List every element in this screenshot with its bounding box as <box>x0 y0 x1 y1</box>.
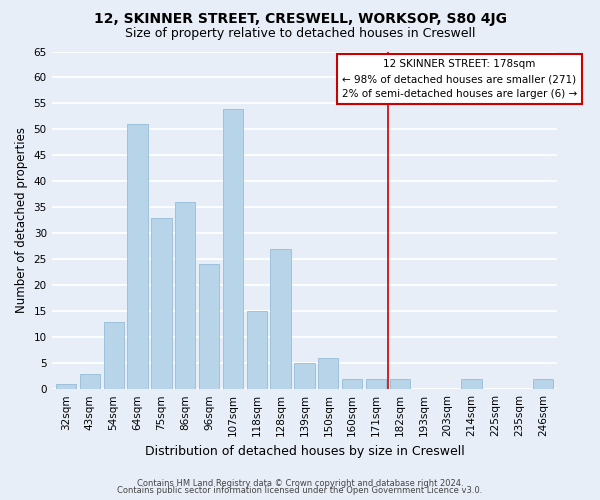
Bar <box>318 358 338 389</box>
Bar <box>366 379 386 389</box>
Bar <box>80 374 100 389</box>
Bar <box>533 379 553 389</box>
Bar <box>199 264 219 389</box>
Bar <box>175 202 196 389</box>
Text: 12, SKINNER STREET, CRESWELL, WORKSOP, S80 4JG: 12, SKINNER STREET, CRESWELL, WORKSOP, S… <box>94 12 506 26</box>
Text: Contains public sector information licensed under the Open Government Licence v3: Contains public sector information licen… <box>118 486 482 495</box>
Bar <box>223 108 243 389</box>
X-axis label: Distribution of detached houses by size in Creswell: Distribution of detached houses by size … <box>145 444 464 458</box>
Y-axis label: Number of detached properties: Number of detached properties <box>15 128 28 314</box>
Bar <box>127 124 148 389</box>
Text: 12 SKINNER STREET: 178sqm
← 98% of detached houses are smaller (271)
2% of semi-: 12 SKINNER STREET: 178sqm ← 98% of detac… <box>342 60 577 99</box>
Bar <box>342 379 362 389</box>
Bar <box>390 379 410 389</box>
Bar <box>56 384 76 389</box>
Bar <box>461 379 482 389</box>
Bar <box>247 312 267 389</box>
Bar <box>271 249 291 389</box>
Text: Contains HM Land Registry data © Crown copyright and database right 2024.: Contains HM Land Registry data © Crown c… <box>137 478 463 488</box>
Text: Size of property relative to detached houses in Creswell: Size of property relative to detached ho… <box>125 28 475 40</box>
Bar <box>295 363 314 389</box>
Bar <box>104 322 124 389</box>
Bar <box>151 218 172 389</box>
